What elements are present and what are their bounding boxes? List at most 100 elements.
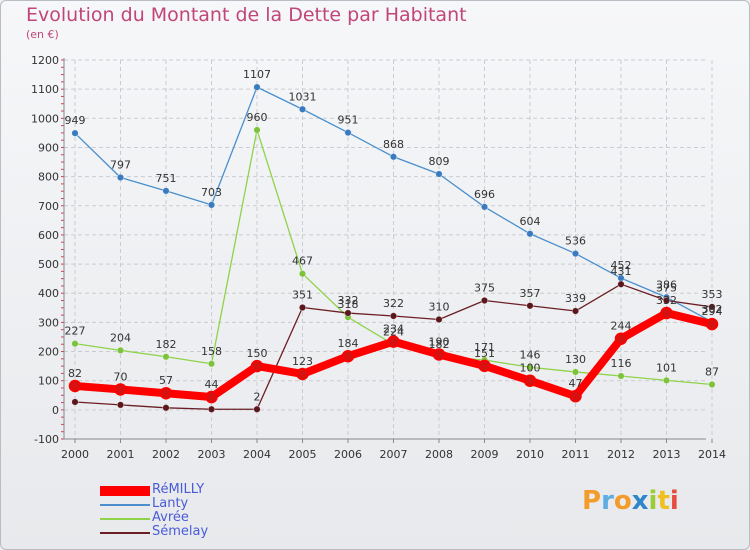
data-label-avree: 204: [110, 331, 131, 344]
chart-subtitle: (en €): [26, 28, 59, 41]
data-point-remilly: [341, 349, 355, 363]
data-label-semelay: 332: [338, 294, 359, 307]
x-tick-label: 2006: [334, 448, 362, 461]
data-point-remilly: [705, 317, 719, 331]
x-tick-label: 2007: [380, 448, 408, 461]
data-label-lanty: 696: [474, 188, 495, 201]
data-point-semelay: [617, 280, 625, 288]
data-point-avree: [162, 353, 170, 361]
data-label-avree: 182: [429, 338, 450, 351]
data-label-semelay: 310: [429, 300, 450, 313]
data-point-lanty: [480, 203, 489, 211]
data-point-semelay: [526, 302, 534, 310]
legend-label-avree: Avrée: [152, 510, 189, 525]
data-label-remilly: 234: [383, 323, 404, 336]
data-label-lanty: 452: [611, 259, 632, 272]
y-tick-label: 500: [38, 258, 59, 271]
data-label-remilly: 44: [205, 378, 219, 391]
x-tick-label: 2009: [471, 448, 499, 461]
data-label-remilly: 150: [247, 347, 268, 360]
data-label-remilly: 244: [611, 320, 632, 333]
x-tick-label: 2001: [107, 448, 135, 461]
data-label-avree: 146: [520, 348, 541, 361]
y-tick-label: -100: [34, 433, 59, 446]
data-point-avree: [298, 270, 307, 278]
data-point-lanty: [298, 105, 307, 113]
data-point-remilly: [250, 359, 264, 373]
chart-title: Evolution du Montant de la Dette par Hab…: [26, 4, 467, 26]
data-label-avree: 171: [474, 341, 495, 354]
data-point-semelay: [71, 398, 79, 406]
data-label-semelay: 351: [292, 289, 313, 302]
data-label-lanty: 951: [338, 114, 359, 127]
data-label-remilly: 332: [656, 294, 677, 307]
x-tick-label: 2008: [425, 448, 453, 461]
data-point-semelay: [435, 315, 443, 324]
y-tick-label: 300: [38, 316, 59, 329]
y-tick-label: 1100: [31, 83, 59, 96]
data-point-remilly: [296, 367, 309, 381]
data-point-semelay: [298, 303, 307, 312]
x-tick-label: 2000: [61, 448, 89, 461]
data-point-avree: [571, 368, 580, 376]
x-tick-label: 2004: [243, 448, 271, 461]
data-point-avree: [662, 376, 671, 385]
logo-letter: i: [648, 486, 658, 516]
legend-label-semelay: Sémelay: [152, 524, 209, 539]
x-tick-label: 2013: [653, 448, 681, 461]
y-tick-label: 200: [38, 346, 59, 359]
x-tick-label: 2003: [198, 448, 226, 461]
data-point-avree: [708, 380, 716, 389]
data-label-avree: 130: [565, 353, 586, 366]
data-point-semelay: [162, 404, 170, 412]
data-point-semelay: [253, 405, 261, 413]
data-point-semelay: [207, 405, 216, 413]
data-label-lanty: 703: [201, 186, 222, 199]
x-tick-label: 2014: [698, 448, 726, 461]
data-label-lanty: 302: [702, 303, 723, 316]
x-tick-label: 2011: [562, 448, 590, 461]
data-point-lanty: [207, 201, 216, 209]
data-point-remilly: [159, 386, 173, 400]
legend-swatch-semelay: [100, 532, 150, 534]
logo-letter: x: [631, 486, 649, 516]
x-tick-label: 2002: [152, 448, 180, 461]
data-label-remilly: 151: [474, 347, 495, 360]
data-point-remilly: [660, 306, 673, 320]
data-point-avree: [71, 340, 79, 348]
y-tick-label: 1000: [31, 112, 59, 125]
data-label-semelay: 375: [656, 282, 677, 295]
data-point-remilly: [569, 389, 582, 403]
x-tick-label: 2010: [516, 448, 544, 461]
data-label-remilly: 82: [68, 367, 82, 380]
legend-label-lanty: Lanty: [152, 496, 189, 511]
data-point-semelay: [662, 296, 671, 305]
data-label-avree: 182: [156, 338, 177, 351]
data-label-avree: 318: [338, 298, 359, 311]
data-label-avree: 158: [201, 345, 222, 358]
data-point-avree: [526, 363, 534, 371]
data-label-avree: 227: [65, 325, 86, 338]
data-point-avree: [253, 126, 261, 134]
y-tick-label: 700: [38, 200, 59, 213]
data-point-lanty: [253, 83, 261, 91]
data-label-remilly: 100: [520, 362, 541, 375]
y-tick-label: 400: [38, 287, 59, 300]
data-label-remilly: 184: [338, 337, 359, 350]
logo-letter: i: [669, 486, 679, 516]
data-label-lanty: 536: [565, 235, 586, 248]
data-point-lanty: [162, 187, 170, 195]
data-point-semelay: [344, 309, 352, 317]
logo-letter: P: [582, 486, 602, 516]
data-label-lanty: 751: [156, 172, 177, 185]
data-label-remilly: 47: [569, 377, 583, 390]
data-label-avree: 960: [247, 111, 268, 124]
legend-swatch-lanty: [100, 504, 150, 506]
y-tick-label: 1200: [31, 54, 59, 67]
data-point-remilly: [614, 332, 628, 345]
data-label-semelay: 2: [254, 390, 261, 403]
data-point-semelay: [116, 401, 125, 409]
legend-swatch-remilly: [100, 486, 150, 496]
